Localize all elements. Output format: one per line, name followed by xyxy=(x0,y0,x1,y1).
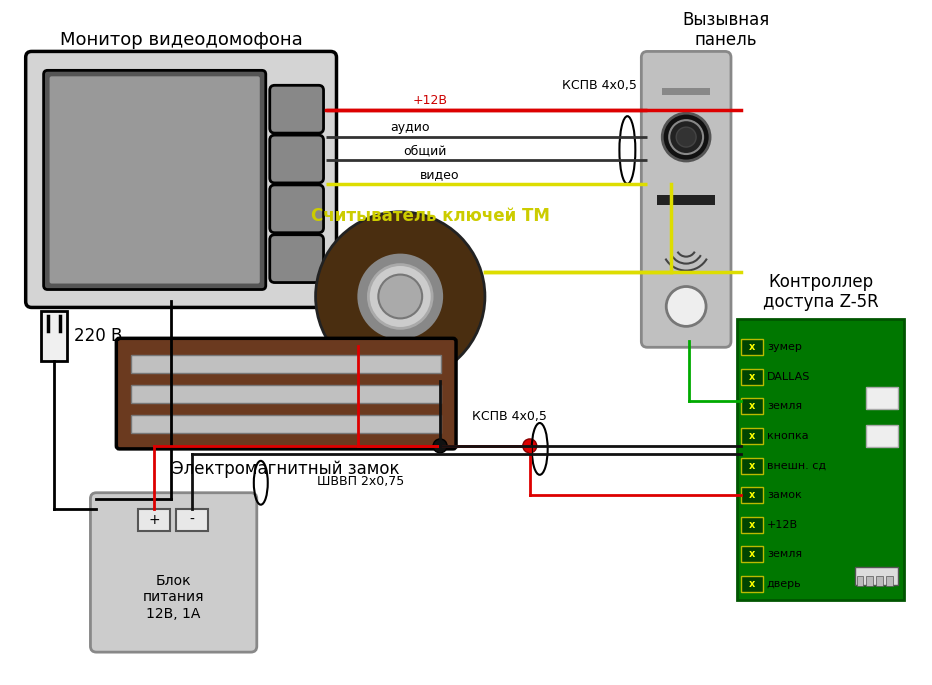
Circle shape xyxy=(663,113,710,161)
Text: КСПВ 4х0,5: КСПВ 4х0,5 xyxy=(562,79,637,92)
Bar xyxy=(741,547,763,562)
Circle shape xyxy=(359,255,442,338)
Bar xyxy=(741,458,763,473)
Bar xyxy=(737,319,904,600)
Bar xyxy=(176,509,208,531)
Text: x: x xyxy=(748,431,755,441)
Text: x: x xyxy=(748,579,755,589)
Circle shape xyxy=(368,264,432,328)
Text: Считыватель ключей ТМ: Считыватель ключей ТМ xyxy=(310,207,550,225)
Text: x: x xyxy=(748,549,755,559)
Text: x: x xyxy=(748,460,755,471)
Bar xyxy=(741,428,763,444)
Bar xyxy=(657,195,715,205)
Text: видео: видео xyxy=(420,168,459,181)
Text: 220 В: 220 В xyxy=(74,327,122,345)
Circle shape xyxy=(669,120,703,154)
Text: +12В: +12В xyxy=(767,520,798,530)
Text: x: x xyxy=(748,372,755,382)
Bar xyxy=(857,576,863,586)
Bar xyxy=(663,88,710,95)
Circle shape xyxy=(316,212,485,381)
Text: земля: земля xyxy=(767,549,802,559)
Text: Вызывная
панель: Вызывная панель xyxy=(682,11,770,49)
Text: КСПВ 4х0,5: КСПВ 4х0,5 xyxy=(473,410,547,423)
Circle shape xyxy=(523,439,537,453)
Circle shape xyxy=(351,339,365,353)
Text: замок: замок xyxy=(767,490,802,500)
Text: x: x xyxy=(748,490,755,500)
Circle shape xyxy=(677,127,696,147)
Circle shape xyxy=(666,286,706,326)
Bar xyxy=(741,516,763,533)
Bar xyxy=(741,399,763,414)
Text: +12В: +12В xyxy=(413,95,447,108)
Circle shape xyxy=(433,439,447,453)
Bar xyxy=(131,415,441,433)
Text: x: x xyxy=(748,342,755,352)
Bar xyxy=(867,576,873,586)
Bar xyxy=(741,369,763,385)
Text: Электромагнитный замок: Электромагнитный замок xyxy=(172,460,400,478)
Circle shape xyxy=(378,275,422,319)
Bar xyxy=(741,339,763,356)
Bar xyxy=(867,387,898,409)
Text: Монитор видеодомофона: Монитор видеодомофона xyxy=(60,32,303,49)
Text: внешн. сд: внешн. сд xyxy=(767,460,826,471)
FancyBboxPatch shape xyxy=(26,51,336,308)
Bar xyxy=(741,487,763,503)
Text: DALLAS: DALLAS xyxy=(767,372,810,382)
Bar xyxy=(855,567,898,586)
Text: кнопка: кнопка xyxy=(767,431,808,441)
Text: ШВВП 2х0,75: ШВВП 2х0,75 xyxy=(317,475,404,488)
Text: общий: общий xyxy=(404,144,446,157)
FancyBboxPatch shape xyxy=(269,185,323,233)
Text: зумер: зумер xyxy=(767,342,802,352)
FancyBboxPatch shape xyxy=(44,71,266,290)
Bar xyxy=(131,385,441,403)
Text: Блок
питания
12В, 1А: Блок питания 12В, 1А xyxy=(143,574,204,621)
Bar xyxy=(741,576,763,592)
FancyBboxPatch shape xyxy=(641,51,731,347)
FancyBboxPatch shape xyxy=(269,235,323,282)
Bar xyxy=(138,509,171,531)
Text: -: - xyxy=(189,512,195,527)
FancyBboxPatch shape xyxy=(269,86,323,133)
FancyBboxPatch shape xyxy=(49,76,260,284)
Bar xyxy=(867,425,898,447)
Bar xyxy=(131,356,441,373)
Text: Контроллер
доступа Z-5R: Контроллер доступа Z-5R xyxy=(762,273,879,312)
Text: земля: земля xyxy=(767,401,802,412)
Text: +: + xyxy=(148,512,160,527)
Text: аудио: аудио xyxy=(391,121,430,134)
Text: x: x xyxy=(748,401,755,412)
Text: x: x xyxy=(748,520,755,530)
Bar xyxy=(876,576,884,586)
Text: дверь: дверь xyxy=(767,579,802,589)
FancyBboxPatch shape xyxy=(116,338,456,449)
Bar xyxy=(886,576,894,586)
Bar xyxy=(41,312,66,361)
FancyBboxPatch shape xyxy=(90,493,257,652)
FancyBboxPatch shape xyxy=(269,135,323,183)
